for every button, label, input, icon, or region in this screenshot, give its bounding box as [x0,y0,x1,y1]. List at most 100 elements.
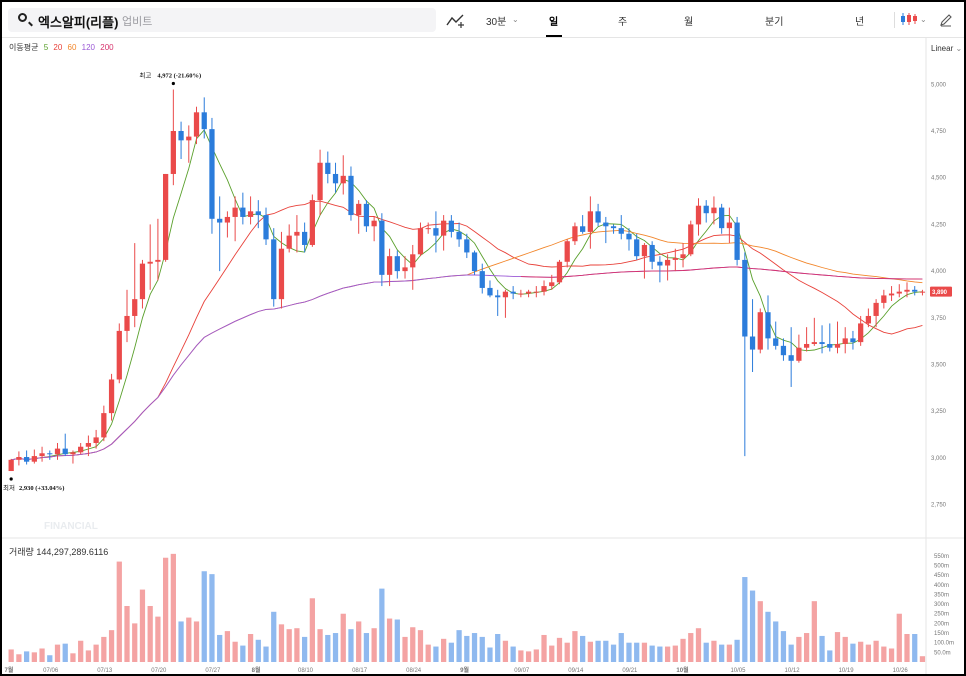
period-day[interactable]: 일 [549,17,559,28]
candle-body [711,207,717,214]
period-quarter[interactable]: 분기 [765,17,784,28]
volume-bar [302,636,308,662]
candle-body [572,226,578,242]
volume-bar [286,629,292,662]
ma-120-line [11,266,923,461]
candlestick-type-icon[interactable] [900,13,918,25]
candle-body [688,224,694,255]
volume-bar [896,613,902,662]
volume-tick-label: 200m [934,621,949,627]
volume-bar [101,636,107,662]
volume-bar [448,642,454,662]
candle-body [919,291,926,293]
candle-body [556,261,563,283]
volume-bar [726,644,733,662]
candle-body [788,355,794,361]
volume-bar [634,642,640,662]
candle-body [108,379,115,414]
volume-bar [356,621,362,662]
chart-type-chevron-down-icon[interactable]: ⌄ [920,15,927,24]
volume-bar [719,644,725,662]
volume-bar [379,588,385,662]
volume-bar [796,636,802,662]
volume-bar [657,646,663,662]
candle-body [147,261,153,264]
candle-body [39,453,45,457]
current-price-label: 3,890 [932,290,948,296]
candle-body [525,291,532,294]
candle-body [78,446,84,453]
volume-bar [641,642,648,662]
candle-body [695,205,702,225]
high-marker [171,81,175,86]
candle-body [85,443,92,447]
candle-body [271,239,277,300]
candle-body [827,343,833,348]
candle-body [317,162,323,201]
price-tick-label: 3,750 [931,316,947,322]
volume-bar [518,650,524,662]
volume-tick-label: 450m [934,573,949,579]
candle-body [278,248,285,300]
candle-body [742,259,748,337]
volume-tick-label: 50.0m [934,650,951,656]
candle-body [302,231,308,245]
period-month[interactable]: 월 [684,17,694,28]
candle-body [286,235,292,249]
volume-bar [348,629,354,662]
ma-60-line [11,229,923,461]
candle-body [734,222,740,260]
indicator-trend-icon[interactable] [446,12,466,28]
candle-body [340,175,346,184]
volume-bar [919,656,926,662]
high-annotation-label: 최고 [139,71,151,80]
candle-body [8,459,14,472]
volume-bar [464,635,470,662]
candle-body [116,330,122,380]
period-week[interactable]: 주 [618,17,628,28]
candle-body [749,336,756,350]
volume-bar [595,640,601,662]
candle-body [842,338,848,344]
volume-bar [564,642,570,662]
symbol-name: 엑스알피(리플) [38,15,119,30]
candle-body [209,129,215,219]
volume-bar [834,632,841,662]
date-tick-label: 08/17 [352,668,368,674]
volume-bar [881,646,887,662]
candle-body [124,315,130,331]
volume-bar [672,645,678,662]
price-tick-label: 5,000 [931,82,947,88]
volume-bar [788,644,794,662]
ma-legend[interactable]: 이동평균 5 20 60 120 200 [9,42,117,53]
volume-bar [827,650,833,662]
low-annotation-value: 2,930 (+33.04%) [19,485,64,492]
ma-20-line [11,200,923,461]
candle-body [672,258,678,260]
period-year[interactable]: 년 [855,17,865,28]
interval-chevron-down-icon[interactable]: ⌄ [512,15,519,24]
date-tick-label: 7월 [5,666,14,674]
volume-bar [541,634,547,662]
candle-body [23,457,30,462]
candle-body [479,271,485,288]
volume-tick-label: 400m [934,583,949,589]
candle-body [93,437,99,444]
pencil-icon[interactable] [938,12,954,28]
date-tick-label: 07/06 [43,668,59,674]
candle-body [441,220,447,236]
volume-bar [479,636,485,662]
candle-body [232,207,238,217]
symbol-search[interactable]: 엑스알피(리플) 업비트 [8,8,436,32]
candle-body [680,254,686,259]
volume-bar [209,574,215,662]
candle-body [834,343,841,348]
volume-bar [603,640,609,662]
volume-bar [487,647,493,662]
candle-body [626,233,632,240]
scale-mode-selector[interactable]: Linear ⌄ [931,44,962,53]
candle-body [471,252,478,272]
interval-selector[interactable]: 30분 [486,17,507,28]
ma-200-label: 200 [100,43,114,52]
